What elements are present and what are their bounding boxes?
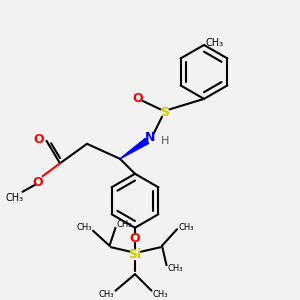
Polygon shape [120, 138, 149, 159]
Text: O: O [133, 92, 143, 105]
Text: O: O [34, 133, 44, 146]
Text: CH₃: CH₃ [76, 223, 92, 232]
Text: O: O [130, 232, 140, 245]
Text: O: O [32, 176, 43, 189]
Text: N: N [145, 131, 155, 144]
Text: CH₃: CH₃ [117, 220, 132, 229]
Text: CH₃: CH₃ [178, 223, 194, 232]
Text: H: H [161, 136, 169, 146]
Text: CH₃: CH₃ [153, 290, 168, 299]
Text: CH₃: CH₃ [206, 38, 224, 49]
Text: S: S [160, 106, 169, 119]
Text: Si: Si [128, 248, 142, 261]
Text: CH₃: CH₃ [6, 193, 24, 203]
Text: CH₃: CH₃ [99, 290, 114, 299]
Text: CH₃: CH₃ [168, 264, 183, 273]
